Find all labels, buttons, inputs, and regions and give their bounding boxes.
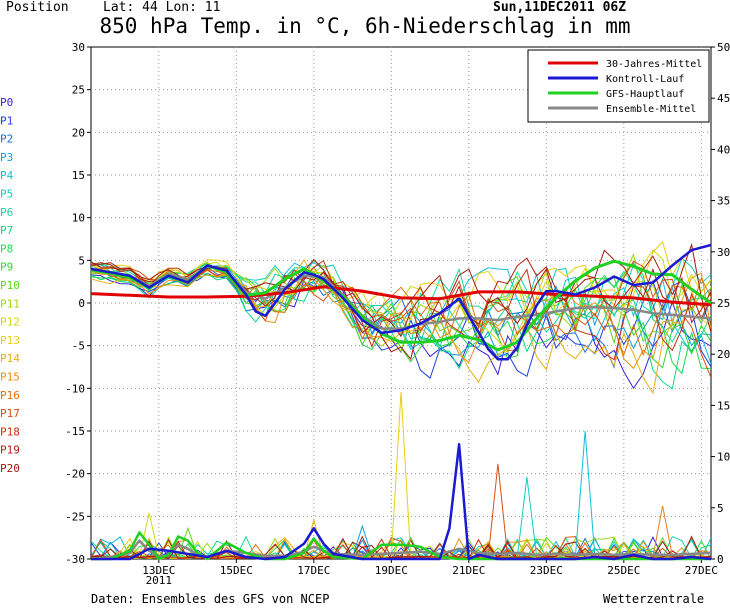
legend-label: GFS-Hauptlauf — [606, 89, 684, 100]
member-precip-spike — [652, 505, 673, 558]
y-right-tick-label: 40 — [717, 143, 730, 156]
y-right-tick-label: 45 — [717, 92, 730, 105]
position-label: Position — [6, 0, 69, 15]
y-right-tick-label: 15 — [717, 399, 730, 412]
member-label: P16 — [0, 389, 20, 402]
member-label: P13 — [0, 334, 20, 347]
y-right-tick-label: 25 — [717, 297, 730, 310]
member-precip-spike — [574, 430, 596, 558]
y-left-tick-label: -15 — [65, 425, 85, 438]
y-left-tick-label: 15 — [72, 169, 85, 182]
x-tick-label: 13DEC — [142, 564, 175, 577]
y-left-tick-label: 20 — [72, 126, 85, 139]
y-right-tick-label: 35 — [717, 195, 730, 208]
run-time-label: Sun,11DEC2011 06Z — [493, 0, 627, 15]
member-precip-spike — [390, 392, 412, 558]
legend-label: Kontroll-Lauf — [606, 74, 684, 85]
legend-label: 30-Jahres-Mittel — [606, 59, 702, 70]
x-tick-label: 15DEC — [220, 564, 253, 577]
member-label: P6 — [0, 206, 13, 219]
gfs-precip-line — [91, 531, 711, 561]
y-left-tick-label: -30 — [65, 553, 85, 566]
member-precip-spike — [177, 526, 199, 558]
member-temperature-line — [91, 255, 711, 338]
x-tick-label: 19DEC — [375, 564, 408, 577]
y-left-tick-label: -10 — [65, 382, 85, 395]
member-label: P0 — [0, 96, 13, 109]
y-left-tick-label: -20 — [65, 468, 85, 481]
legend-label: Ensemble-Mittel — [606, 104, 696, 115]
mittel-temperature-line — [90, 285, 712, 307]
chart-title: 850 hPa Temp. in °C, 6h-Niederschlag in … — [99, 14, 631, 38]
y-left-tick-label: 0 — [78, 297, 85, 310]
member-label: P4 — [0, 169, 14, 182]
y-right-tick-label: 20 — [717, 348, 730, 361]
x-tick-label: 25DEC — [607, 564, 640, 577]
member-temperature-line — [91, 258, 711, 395]
y-left-tick-label: 10 — [72, 212, 85, 225]
member-label: P18 — [0, 425, 20, 438]
y-right-tick-label: 30 — [717, 246, 730, 259]
ensemble-temperature-line — [90, 265, 712, 330]
x-tick-label: 27DEC — [685, 564, 718, 577]
member-precip-spike — [303, 518, 324, 558]
member-precip-spike — [516, 477, 538, 558]
y-right-tick-label: 10 — [717, 451, 730, 464]
y-left-tick-label: -5 — [72, 340, 85, 353]
y-left-tick-label: 5 — [78, 254, 85, 267]
member-label: P20 — [0, 462, 20, 475]
member-label: P8 — [0, 242, 13, 255]
y-left-tick-label: -25 — [65, 510, 85, 523]
data-source-label: Daten: Ensembles des GFS von NCEP — [91, 592, 330, 606]
member-label: P14 — [0, 352, 20, 365]
member-label: P10 — [0, 279, 20, 292]
member-label: P5 — [0, 188, 13, 201]
member-label: P1 — [0, 114, 13, 127]
y-right-tick-label: 5 — [717, 502, 724, 515]
kontroll-precip-line — [91, 443, 712, 561]
member-label: P3 — [0, 151, 13, 164]
member-label: P9 — [0, 261, 13, 274]
y-right-tick-label: 0 — [717, 553, 724, 566]
x-tick-label: 23DEC — [530, 564, 563, 577]
brand-label: Wetterzentrale — [603, 592, 705, 606]
y-right-tick-label: 50 — [717, 41, 730, 54]
member-label: P15 — [0, 371, 20, 384]
y-left-tick-label: 25 — [72, 84, 85, 97]
x-tick-label: 2011 — [146, 574, 173, 587]
member-label: P2 — [0, 133, 13, 146]
member-precip-spike — [487, 463, 509, 558]
member-label: P17 — [0, 407, 20, 420]
kontroll-temperature-line — [90, 243, 712, 361]
member-label: P7 — [0, 224, 13, 237]
member-label: P12 — [0, 316, 20, 329]
member-temperature-line — [91, 241, 711, 333]
member-label: P19 — [0, 444, 20, 457]
x-tick-label: 17DEC — [297, 564, 330, 577]
x-tick-label: 21DEC — [452, 564, 485, 577]
member-precip-line — [91, 539, 711, 559]
lat-lon-label: Lat: 44 Lon: 11 — [103, 0, 221, 15]
member-label: P11 — [0, 297, 20, 310]
member-precip-spike — [352, 524, 373, 558]
y-left-tick-label: 30 — [72, 41, 85, 54]
